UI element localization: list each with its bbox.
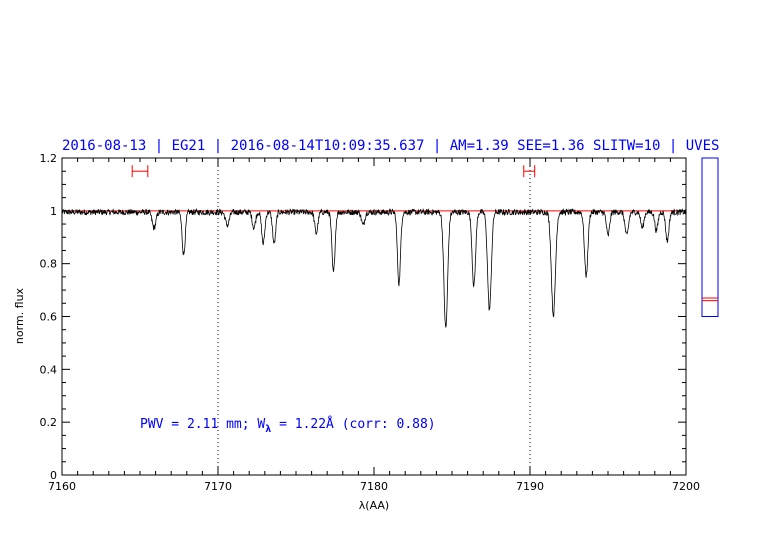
y-tick-label: 1 <box>50 205 57 218</box>
y-tick-label: 0.4 <box>40 363 58 376</box>
w-value-text: = 1.22Å (corr: 0.88) <box>271 416 435 432</box>
y-tick-label: 0.8 <box>40 258 58 271</box>
lambda-subscript: λ <box>265 424 271 435</box>
pwv-annotation: PWV = 2.11 mm; Wλ = 1.22Å (corr: 0.88) <box>140 416 436 435</box>
x-tick-label: 7170 <box>204 480 232 493</box>
pwv-text: PWV = 2.11 mm; W <box>140 417 265 432</box>
chart-title: 2016-08-13 | EG21 | 2016-08-14T10:09:35.… <box>62 138 719 154</box>
x-tick-label: 7180 <box>360 480 388 493</box>
side-box <box>701 157 719 317</box>
x-tick-label: 7160 <box>48 480 76 493</box>
y-tick-label: 0.6 <box>40 311 58 324</box>
side-indicator <box>701 157 719 317</box>
y-tick-label: 0 <box>50 469 57 482</box>
x-axis-label: λ(AA) <box>359 499 389 512</box>
x-tick-label: 7200 <box>672 480 700 493</box>
y-tick-label: 1.2 <box>40 152 58 165</box>
x-tick-label: 7190 <box>516 480 544 493</box>
y-tick-label: 0.2 <box>40 416 58 429</box>
y-axis-label: norm. flux <box>13 287 26 344</box>
spectrum-line <box>61 207 687 328</box>
